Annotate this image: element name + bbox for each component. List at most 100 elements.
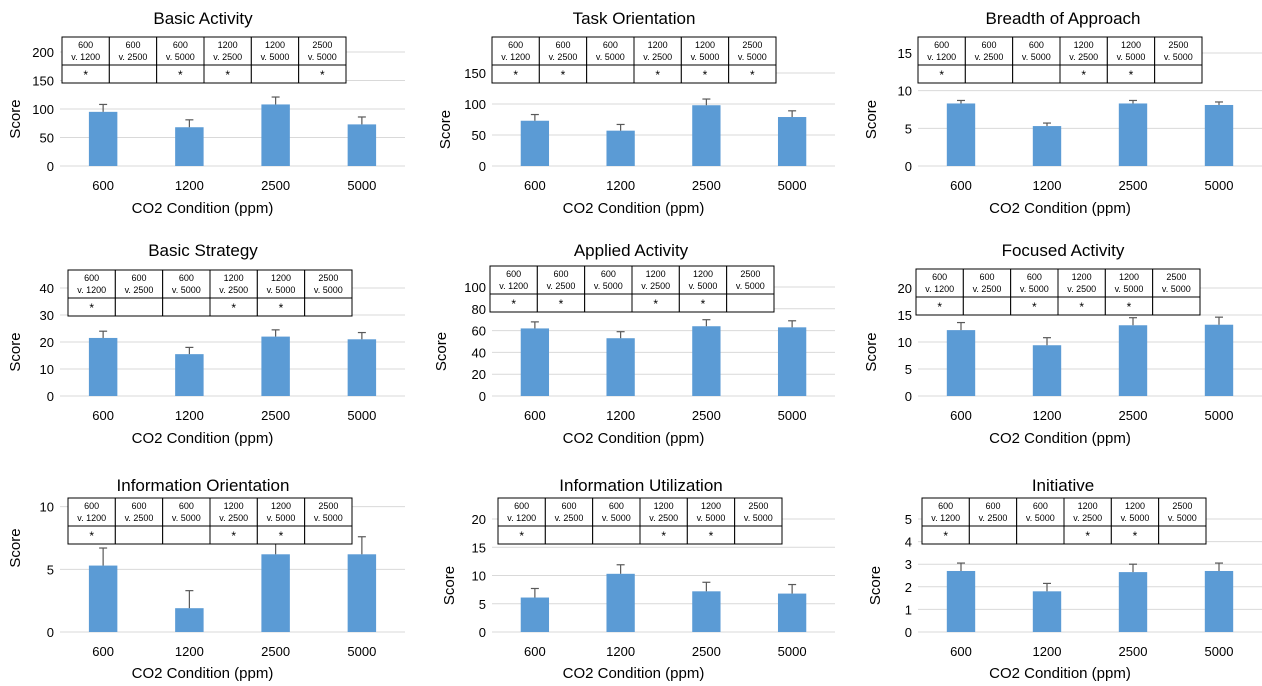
y-tick-label: 10 [472, 569, 486, 584]
bar [946, 570, 976, 632]
y-tick-label: 200 [32, 45, 54, 60]
table-header-line: v. 5000 [594, 281, 623, 291]
table-mark-cell [728, 64, 777, 84]
table-header-line: v. 2500 [649, 513, 678, 523]
table-header-line: 1200 [1121, 40, 1141, 50]
significance-mark: * [279, 301, 284, 315]
y-tick-label: 0 [479, 159, 486, 174]
table-header-line: 600 [938, 501, 953, 511]
comparison-table: 600 v. 1200 * 600 v. 2500 600 v. 5000 1200 v. 25… [917, 36, 1203, 84]
significance-mark: * [225, 68, 230, 82]
table-header-line: 1200 [701, 501, 721, 511]
y-tick-label: 20 [472, 367, 486, 382]
table-mark-cell [968, 525, 1018, 545]
comparison-table: 600 v. 1200 * 600 v. 2500 * 600 v. 5000 1200 v. 2… [489, 265, 775, 313]
table-header-line: v. 2500 [219, 285, 248, 295]
table-header-line: 1200 [1072, 272, 1092, 282]
significance-mark: * [519, 529, 524, 543]
table-header-cell [1057, 268, 1106, 298]
x-tick-label: 600 [92, 408, 114, 423]
table-header-line: v. 2500 [979, 513, 1008, 523]
bar [946, 330, 976, 396]
table-header-cell [728, 36, 777, 66]
significance-mark: * [701, 297, 706, 311]
bar [520, 328, 550, 396]
y-tick-label: 0 [479, 625, 486, 640]
chart-panel: Basic Activity 0 50 100 150 200 600 1200 2500 500… [7, 9, 405, 217]
bar [1118, 325, 1148, 396]
bar [692, 105, 721, 166]
table-header-line: v. 2500 [125, 513, 154, 523]
table-mark-cell [962, 296, 1012, 316]
table-header-line: v. 5000 [1121, 513, 1150, 523]
y-tick-label: 100 [464, 280, 486, 295]
table-header-line: v. 5000 [1020, 284, 1049, 294]
table-header-line: 1200 [695, 40, 715, 50]
x-tick-label: 600 [524, 644, 546, 659]
bar [1204, 104, 1234, 166]
table-header-line: 600 [609, 501, 624, 511]
table-mark-cell [1152, 296, 1201, 316]
significance-mark: * [511, 297, 516, 311]
x-tick-label: 2500 [692, 644, 721, 659]
table-header-line: 2500 [318, 501, 338, 511]
y-tick-label: 1 [905, 602, 912, 617]
table-header-line: 2500 [1168, 40, 1188, 50]
y-tick-label: 40 [40, 281, 54, 296]
bar [175, 354, 204, 396]
table-header-cell [586, 36, 635, 66]
x-tick-label: 2500 [1119, 408, 1148, 423]
y-tick-label: 100 [464, 97, 486, 112]
chart-title: Applied Activity [574, 241, 689, 260]
significance-mark: * [231, 529, 236, 543]
y-axis-title: Score [433, 332, 450, 371]
comparison-table: 600 v. 1200 * 600 v. 2500 600 v. 5000 1200 v. 25… [67, 497, 353, 545]
x-tick-label: 1200 [175, 178, 204, 193]
table-header-cell [162, 497, 211, 527]
chart-panel: Task Orientation 0 50 100 150 600 1200 2500 5000… [437, 9, 835, 217]
y-tick-label: 0 [905, 159, 912, 174]
y-axis-title: Score [7, 332, 24, 371]
x-tick-label: 1200 [1033, 644, 1062, 659]
x-tick-label: 2500 [692, 408, 721, 423]
table-header-line: 2500 [1166, 272, 1186, 282]
table-header-line: v. 5000 [689, 281, 718, 291]
table-header-line: 2500 [318, 273, 338, 283]
table-header-line: v. 2500 [643, 52, 672, 62]
table-header-line: v. 2500 [641, 281, 670, 291]
table-header-line: 600 [934, 40, 949, 50]
table-header-line: v. 5000 [267, 513, 296, 523]
y-axis-title: Score [437, 110, 454, 149]
table-header-line: 1200 [693, 269, 713, 279]
bar [261, 336, 290, 396]
table-header-line: 600 [1029, 40, 1044, 50]
y-tick-label: 10 [40, 500, 54, 515]
chart-title: Breadth of Approach [985, 9, 1140, 28]
table-mark-cell [162, 297, 211, 317]
table-header-cell [592, 497, 641, 527]
x-tick-label: 600 [950, 408, 972, 423]
y-axis-title: Score [863, 332, 880, 371]
table-header-line: 600 [985, 501, 1000, 511]
y-tick-label: 5 [905, 362, 912, 377]
table-header-line: 600 [555, 40, 570, 50]
significance-mark: * [1081, 68, 1086, 82]
comparison-table: 600 v. 1200 * 600 v. 2500 600 v. 5000 1200 v. 25… [921, 497, 1207, 545]
bar [88, 337, 118, 396]
chart-title: Information Utilization [559, 476, 722, 495]
table-mark-cell [250, 64, 300, 84]
table-header-cell [304, 269, 353, 299]
table-header-line: v. 5000 [1164, 52, 1193, 62]
table-header-cell [915, 268, 964, 298]
significance-mark: * [655, 68, 660, 82]
bar [88, 565, 118, 632]
table-header-line: 2500 [1172, 501, 1192, 511]
chart-title: Information Orientation [117, 476, 290, 495]
table-header-line: v. 1200 [925, 284, 954, 294]
x-tick-label: 2500 [261, 644, 290, 659]
table-mark-cell [586, 64, 635, 84]
table-header-line: v. 5000 [736, 281, 765, 291]
x-tick-label: 600 [950, 178, 972, 193]
chart-panel: Initiative 0 1 2 3 4 5 600 1200 2500 5000 CO2 Condi… [867, 476, 1262, 682]
